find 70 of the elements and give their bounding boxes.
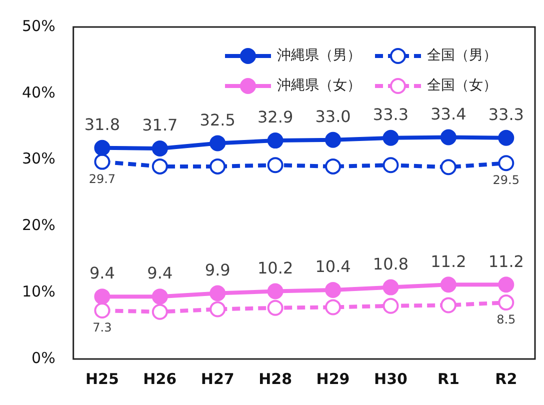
point [94,288,110,305]
point [498,294,514,311]
data-label: 29.7 [88,172,116,186]
y-tick-label: 30% [22,150,56,168]
legend-label: 全国（女） [427,78,497,94]
point [440,276,456,293]
data-label: 8.5 [496,312,516,327]
point [382,279,399,296]
legend-label: 沖縄県（女） [277,78,361,94]
data-label: 33.4 [430,104,466,124]
point [498,276,514,293]
point [440,129,456,146]
legend-label: 全国（男） [427,48,497,64]
point [325,132,342,148]
y-tick-label: 10% [22,282,56,300]
point [267,157,284,174]
data-label: 32.9 [258,108,294,127]
point [440,159,456,176]
point [210,135,226,152]
data-label: 9.4 [89,264,115,283]
x-tick-label: H30 [374,370,408,388]
point [210,158,226,174]
data-label: 10.4 [315,257,351,276]
x-tick-label: H26 [143,370,177,388]
data-label: 33.0 [315,107,351,126]
point [440,297,456,314]
point [498,155,514,172]
data-label: 33.3 [372,105,409,124]
x-tick-label: H25 [85,370,119,388]
legend-label: 沖縄県（男） [277,48,361,64]
data-label: 33.3 [488,105,524,124]
x-tick-label: R2 [495,370,518,388]
y-tick-label: 50% [22,16,56,35]
y-tick-label: 20% [22,216,56,234]
point [267,132,284,149]
data-label: 29.5 [492,173,520,188]
point [152,158,168,174]
data-label: 10.2 [258,258,294,278]
point [382,157,399,174]
point [267,283,284,300]
data-label: 9.9 [204,260,230,280]
point [94,302,110,319]
data-label: 11.2 [430,252,466,271]
x-tick-label: H28 [258,370,292,388]
point [325,158,342,174]
point [325,282,342,298]
data-label: 31.7 [142,116,178,135]
point [267,300,284,316]
data-label: 7.3 [92,320,112,335]
x-tick-label: R1 [437,370,460,388]
point [325,299,342,316]
point [498,130,514,146]
point [152,304,168,320]
point [94,154,110,170]
data-label: 9.4 [147,264,173,283]
data-label: 31.8 [84,115,120,134]
point [152,140,168,157]
data-label: 11.2 [488,252,524,271]
y-tick-label: 0% [32,348,56,367]
point [210,285,226,302]
data-label: 32.5 [200,110,236,130]
y-tick-label: 40% [22,83,56,102]
x-tick-label: H27 [200,370,234,388]
data-label: 10.8 [372,254,409,274]
point [94,140,110,156]
point [210,301,226,318]
point [152,288,168,305]
point [382,130,399,146]
x-tick-label: H29 [316,370,350,388]
point [382,298,399,314]
